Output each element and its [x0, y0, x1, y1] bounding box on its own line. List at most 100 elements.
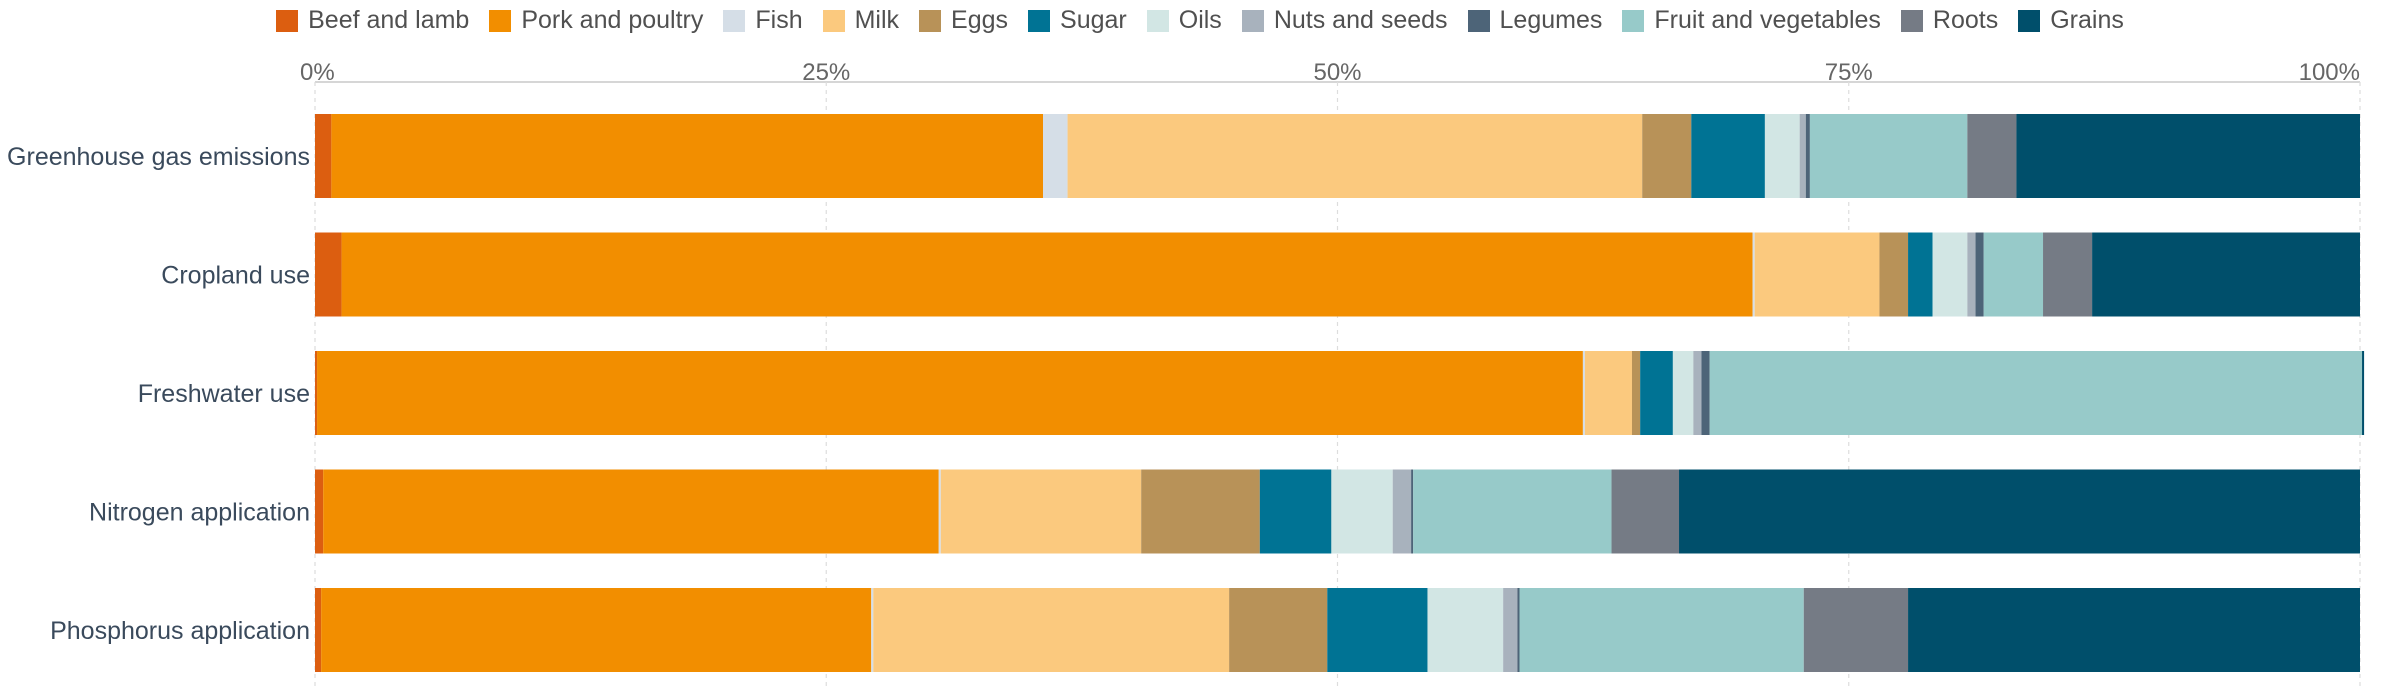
- legend-label: Eggs: [951, 6, 1009, 34]
- legend-swatch: [1900, 9, 1923, 32]
- bar-beef-and-lamb-greenhouse-gas-emissions[interactable]: [315, 114, 332, 198]
- legend-item-beef-and-lamb[interactable]: Beef and lamb: [276, 6, 469, 35]
- legend-label: Oils: [1178, 6, 1222, 34]
- bar-sugar-freshwater-use[interactable]: [1640, 351, 1673, 435]
- bar-milk-freshwater-use[interactable]: [1584, 351, 1632, 435]
- legend-label: Milk: [854, 6, 900, 34]
- bar-milk-cropland-use[interactable]: [1754, 232, 1880, 317]
- bar-sugar-nitrogen-application[interactable]: [1259, 469, 1332, 554]
- bar-grains-phosphorus-application[interactable]: [1908, 588, 2360, 672]
- x-tick-label: 75%: [1825, 59, 1873, 86]
- bar-nuts-and-seeds-phosphorus-application[interactable]: [1503, 588, 1518, 672]
- legend-label: Fish: [755, 6, 803, 34]
- legend-item-nuts-and-seeds[interactable]: Nuts and seeds: [1241, 6, 1448, 35]
- legend-label: Roots: [1932, 6, 1999, 34]
- legend-swatch: [1241, 9, 1264, 32]
- bar-eggs-phosphorus-application[interactable]: [1229, 588, 1328, 672]
- bar-milk-phosphorus-application[interactable]: [873, 588, 1230, 672]
- bar-pork-and-poultry-phosphorus-application[interactable]: [321, 588, 872, 672]
- x-tick-label: 25%: [802, 59, 850, 86]
- legend-swatch: [1467, 9, 1490, 32]
- bar-legumes-phosphorus-application[interactable]: [1517, 588, 1520, 672]
- bar-oils-cropland-use[interactable]: [1932, 232, 1968, 317]
- bar-roots-nitrogen-application[interactable]: [1611, 469, 1680, 554]
- bar-grains-nitrogen-application[interactable]: [1679, 469, 2360, 554]
- legend-label: Nuts and seeds: [1273, 6, 1448, 34]
- bar-pork-and-poultry-greenhouse-gas-emissions[interactable]: [331, 114, 1044, 198]
- bar-beef-and-lamb-freshwater-use[interactable]: [315, 351, 318, 435]
- bar-beef-and-lamb-cropland-use[interactable]: [315, 232, 342, 317]
- bar-grains-freshwater-use[interactable]: [2362, 351, 2365, 435]
- bar-fish-freshwater-use[interactable]: [1582, 351, 1585, 435]
- bar-fruit-and-vegetables-freshwater-use[interactable]: [1709, 351, 2363, 435]
- legend-item-eggs[interactable]: Eggs: [919, 6, 1008, 35]
- category-label-nitrogen-application: Nitrogen application: [89, 499, 310, 527]
- bar-sugar-greenhouse-gas-emissions[interactable]: [1691, 114, 1765, 198]
- category-label-phosphorus-application: Phosphorus application: [50, 617, 310, 645]
- legend-item-fruit-and-vegetables[interactable]: Fruit and vegetables: [1622, 6, 1881, 35]
- category-label-cropland-use: Cropland use: [161, 262, 310, 290]
- bar-nuts-and-seeds-greenhouse-gas-emissions[interactable]: [1799, 114, 1806, 198]
- bar-grains-cropland-use[interactable]: [2092, 232, 2360, 317]
- bar-legumes-freshwater-use[interactable]: [1701, 351, 1710, 435]
- bar-eggs-freshwater-use[interactable]: [1631, 351, 1641, 435]
- legend-swatch: [822, 9, 845, 32]
- legend-label: Grains: [2050, 6, 2124, 34]
- legend: Beef and lamb Pork and poultry Fish Milk Egg…: [0, 6, 2400, 35]
- legend-label: Sugar: [1060, 6, 1127, 34]
- bar-pork-and-poultry-freshwater-use[interactable]: [317, 351, 1583, 435]
- bar-fruit-and-vegetables-phosphorus-application[interactable]: [1519, 588, 1804, 672]
- bar-eggs-cropland-use[interactable]: [1879, 232, 1909, 317]
- bar-oils-greenhouse-gas-emissions[interactable]: [1764, 114, 1800, 198]
- legend-label: Beef and lamb: [308, 6, 470, 34]
- bar-legumes-nitrogen-application[interactable]: [1411, 469, 1414, 554]
- bar-roots-greenhouse-gas-emissions[interactable]: [1967, 114, 2017, 198]
- legend-swatch: [489, 9, 512, 32]
- bar-nuts-and-seeds-freshwater-use[interactable]: [1693, 351, 1702, 435]
- bar-beef-and-lamb-phosphorus-application[interactable]: [315, 588, 322, 672]
- bar-roots-cropland-use[interactable]: [2043, 232, 2093, 317]
- bar-milk-greenhouse-gas-emissions[interactable]: [1067, 114, 1643, 198]
- bar-legumes-greenhouse-gas-emissions[interactable]: [1805, 114, 1810, 198]
- bar-nuts-and-seeds-cropland-use[interactable]: [1967, 232, 1976, 317]
- legend-item-sugar[interactable]: Sugar: [1028, 6, 1127, 35]
- bar-fruit-and-vegetables-cropland-use[interactable]: [1983, 232, 2044, 317]
- legend-item-milk[interactable]: Milk: [822, 6, 900, 35]
- legend-item-oils[interactable]: Oils: [1146, 6, 1222, 35]
- category-label-greenhouse-gas-emissions: Greenhouse gas emissions: [7, 143, 310, 171]
- bar-fruit-and-vegetables-greenhouse-gas-emissions[interactable]: [1809, 114, 1968, 198]
- bar-milk-nitrogen-application[interactable]: [940, 469, 1142, 554]
- bar-sugar-phosphorus-application[interactable]: [1327, 588, 1428, 672]
- bar-fruit-and-vegetables-nitrogen-application[interactable]: [1413, 469, 1612, 554]
- bar-pork-and-poultry-cropland-use[interactable]: [341, 232, 1753, 317]
- bar-sugar-cropland-use[interactable]: [1908, 232, 1933, 317]
- bar-eggs-greenhouse-gas-emissions[interactable]: [1642, 114, 1692, 198]
- bar-fish-nitrogen-application[interactable]: [938, 469, 941, 554]
- bar-fish-greenhouse-gas-emissions[interactable]: [1043, 114, 1068, 198]
- bar-legumes-cropland-use[interactable]: [1975, 232, 1984, 317]
- bar-fish-cropland-use[interactable]: [1752, 232, 1755, 317]
- legend-item-pork-and-poultry[interactable]: Pork and poultry: [489, 6, 703, 35]
- legend-label: Fruit and vegetables: [1654, 6, 1881, 34]
- legend-item-roots[interactable]: Roots: [1900, 6, 1999, 35]
- legend-swatch: [276, 9, 299, 32]
- legend-swatch: [2018, 9, 2041, 32]
- bar-pork-and-poultry-nitrogen-application[interactable]: [323, 469, 939, 554]
- legend-swatch: [1028, 9, 1051, 32]
- bar-oils-phosphorus-application[interactable]: [1427, 588, 1504, 672]
- bar-roots-phosphorus-application[interactable]: [1803, 588, 1909, 672]
- legend-item-legumes[interactable]: Legumes: [1467, 6, 1602, 35]
- bar-eggs-nitrogen-application[interactable]: [1141, 469, 1260, 554]
- bar-oils-nitrogen-application[interactable]: [1331, 469, 1393, 554]
- bar-beef-and-lamb-nitrogen-application[interactable]: [315, 469, 324, 554]
- bar-nuts-and-seeds-nitrogen-application[interactable]: [1392, 469, 1412, 554]
- legend-swatch: [723, 9, 746, 32]
- x-tick-label: 0%: [300, 59, 335, 86]
- bar-fish-phosphorus-application[interactable]: [871, 588, 874, 672]
- bar-grains-greenhouse-gas-emissions[interactable]: [2016, 114, 2360, 198]
- legend-item-grains[interactable]: Grains: [2018, 6, 2124, 35]
- legend-item-fish[interactable]: Fish: [723, 6, 803, 35]
- legend-swatch: [1146, 9, 1169, 32]
- bar-oils-freshwater-use[interactable]: [1672, 351, 1694, 435]
